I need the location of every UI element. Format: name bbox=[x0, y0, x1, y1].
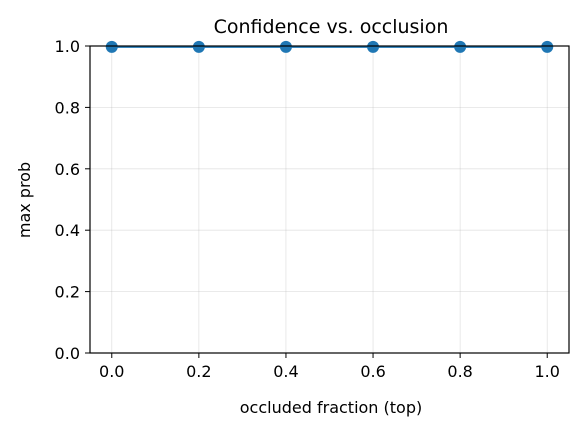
x-tick-label: 0.8 bbox=[447, 362, 472, 381]
grid-lines bbox=[90, 45, 569, 354]
x-tick-label: 0.0 bbox=[99, 362, 124, 381]
x-tick-label: 0.6 bbox=[360, 362, 385, 381]
axis-ticks: 0.0 0.2 0.4 0.6 0.8 1.0 0.0 0.2 0.4 0.6 0.8 1.0 bbox=[55, 37, 560, 381]
x-tick-label: 0.2 bbox=[186, 362, 211, 381]
y-tick-label: 0.4 bbox=[55, 221, 80, 240]
data-point-marker bbox=[279, 40, 292, 53]
x-tick-label: 0.4 bbox=[273, 362, 298, 381]
chart-title: Confidence vs. occlusion bbox=[214, 16, 449, 38]
y-tick-label: 0.6 bbox=[55, 160, 80, 179]
y-tick-label: 1.0 bbox=[55, 37, 80, 56]
x-tick-label: 1.0 bbox=[535, 362, 560, 381]
data-point-marker bbox=[192, 40, 205, 53]
y-axis-label: max prob bbox=[15, 162, 34, 238]
y-tick-label: 0.0 bbox=[55, 344, 80, 363]
data-point-marker bbox=[105, 40, 118, 53]
data-series bbox=[105, 40, 554, 53]
plot-frame bbox=[89, 45, 570, 354]
y-tick-label: 0.2 bbox=[55, 283, 80, 302]
data-point-marker bbox=[454, 40, 467, 53]
data-point-marker bbox=[367, 40, 380, 53]
data-point-marker bbox=[541, 40, 554, 53]
y-tick-label: 0.8 bbox=[55, 98, 80, 117]
x-axis-label: occluded fraction (top) bbox=[240, 398, 422, 417]
